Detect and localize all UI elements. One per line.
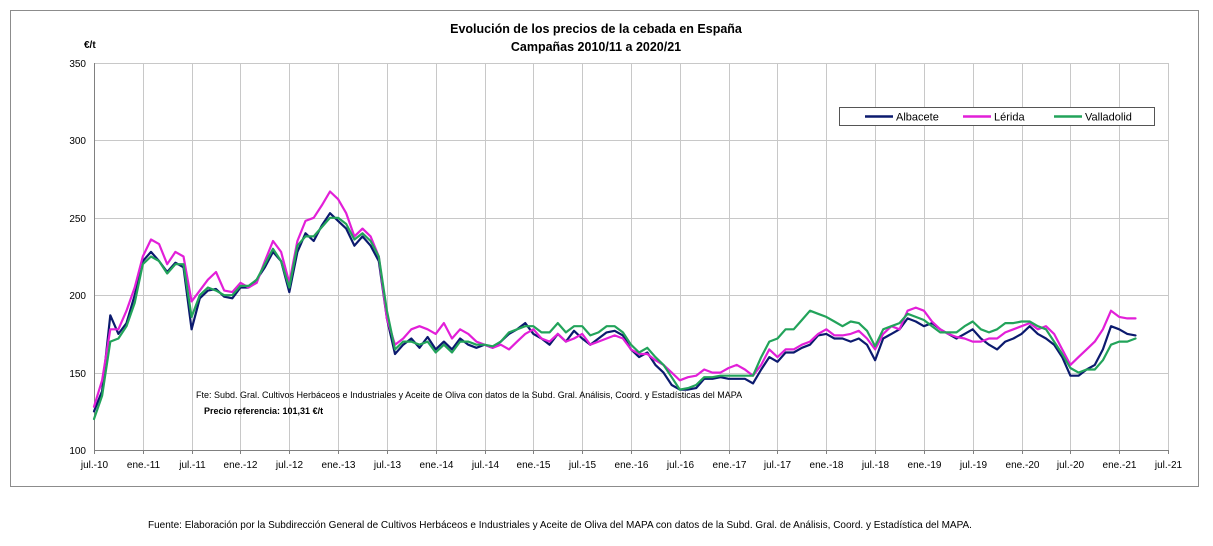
x-tick-label: jul.-11 (178, 460, 206, 471)
y-tick-label: 100 (69, 446, 86, 457)
x-tick-label: ene.-14 (420, 460, 454, 471)
x-tick-label: jul.-21 (1154, 460, 1183, 471)
chart-title: Evolución de los precios de la cebada en… (450, 22, 743, 36)
legend: Albacete Lérida Valladolid (839, 107, 1155, 126)
x-tick-label: ene.-16 (615, 460, 649, 471)
x-tick-label: jul.-13 (373, 460, 402, 471)
x-tick-label: jul.-15 (568, 460, 597, 471)
series-line-l-rida (92, 190, 1137, 408)
x-tick-label: ene.-15 (517, 460, 551, 471)
y-tick-label: 200 (69, 291, 86, 302)
x-tick-label: ene.-21 (1103, 460, 1137, 471)
footer-source: Fuente: Elaboración por la Subdirección … (148, 520, 972, 531)
x-tick-label: jul.-14 (471, 460, 500, 471)
x-tick-label: ene.-18 (810, 460, 844, 471)
annotation-source: Fte: Subd. Gral. Cultivos Herbáceos e In… (196, 390, 742, 400)
legend-box (839, 107, 1155, 126)
x-tick-label: jul.-19 (959, 460, 988, 471)
x-tick-label: jul.-16 (666, 460, 695, 471)
y-tick-label: 350 (69, 59, 86, 70)
x-tick-label: jul.-18 (861, 460, 890, 471)
y-tick-label: 150 (69, 369, 86, 380)
annotation-reference-price: Precio referencia: 101,31 €/t (204, 406, 323, 416)
legend-label: Valladolid (1085, 112, 1132, 124)
x-tick-label: ene.-11 (127, 460, 161, 471)
y-axis-label: €/t (84, 40, 96, 51)
legend-label: Albacete (896, 112, 939, 124)
plot-area: 100 150 200 250 300 350 jul.-10 ene.-11 jul.-11 e… (69, 59, 1182, 471)
x-tick-label: ene.-19 (908, 460, 942, 471)
x-tick-label: jul.-12 (275, 460, 304, 471)
x-tick-label: ene.-12 (224, 460, 258, 471)
x-tick-label: jul.-17 (763, 460, 792, 471)
legend-label: Lérida (994, 112, 1025, 124)
x-tick-label: jul.-10 (80, 460, 109, 471)
x-tick-label: ene.-13 (322, 460, 356, 471)
y-tick-label: 250 (69, 214, 86, 225)
series-line-albacete (92, 212, 1137, 413)
y-tick-label: 300 (69, 136, 86, 147)
x-tick-label: jul.-20 (1056, 460, 1085, 471)
series-line-valladolid (92, 216, 1137, 421)
chart-subtitle: Campañas 2010/11 a 2020/21 (511, 40, 681, 54)
x-tick-label: ene.-17 (713, 460, 747, 471)
x-tick-label: ene.-20 (1006, 460, 1040, 471)
